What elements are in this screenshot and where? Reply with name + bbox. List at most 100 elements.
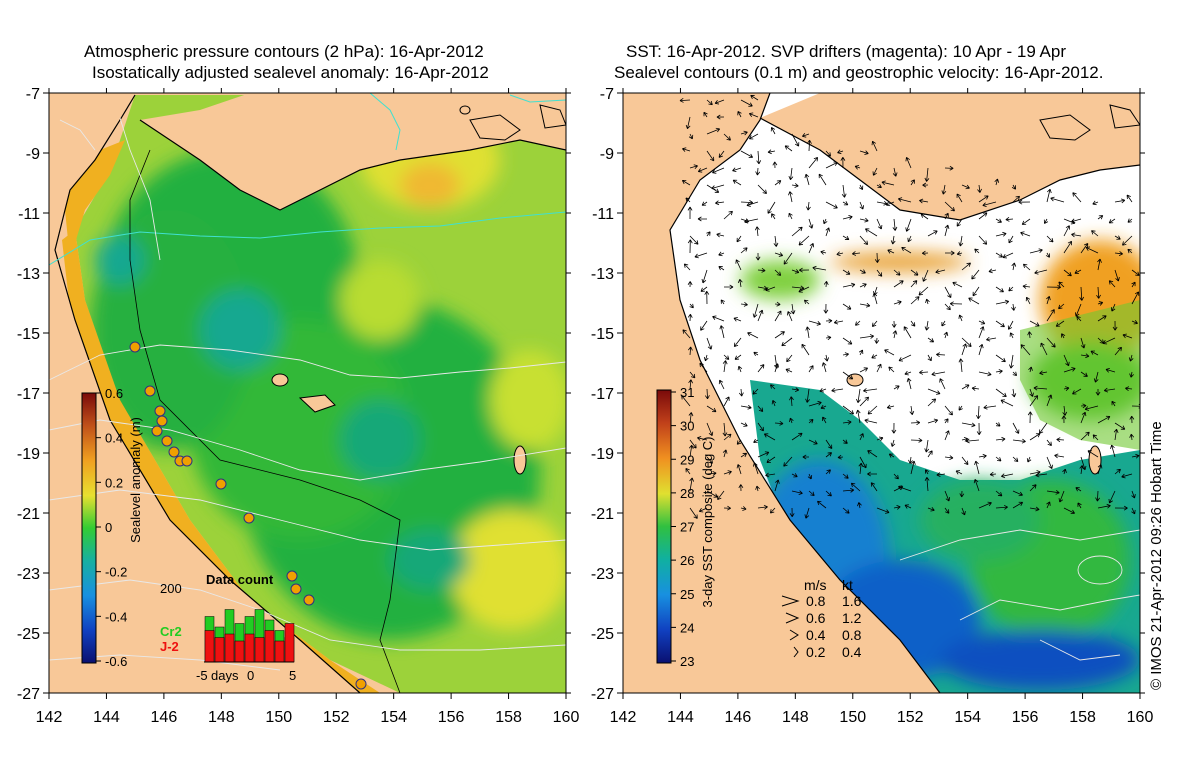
velocity-arrow — [1131, 281, 1136, 288]
velocity-arrow — [757, 422, 764, 432]
y-tick-label: -7 — [600, 86, 614, 103]
velocity-arrow — [685, 116, 691, 130]
velocity-arrow — [747, 331, 759, 339]
velocity-arrow — [808, 490, 815, 497]
histogram-bar-j2 — [264, 630, 275, 663]
velocity-arrow — [767, 201, 776, 214]
velocity-arrow — [821, 362, 827, 373]
velocity-arrow — [864, 418, 878, 424]
velocity-arrow — [944, 201, 955, 212]
velocity-arrow — [706, 231, 711, 237]
velocity-arrow — [995, 320, 1005, 328]
velocity-arrow — [1045, 252, 1050, 258]
velocity-arrow — [927, 398, 937, 407]
velocity-arrow — [1022, 284, 1031, 289]
velocity-arrow — [744, 218, 759, 224]
velocity-arrow — [1020, 344, 1031, 356]
velocity-arrow — [771, 213, 776, 220]
velocity-arrow — [706, 456, 713, 464]
x-tick-label: 144 — [93, 709, 120, 726]
velocity-arrow — [689, 371, 696, 379]
velocity-arrow — [1087, 450, 1099, 458]
x-tick-label: 154 — [954, 709, 981, 726]
x-tick-label: 158 — [495, 709, 522, 726]
data-count-xlabel-0: 0 — [247, 668, 254, 683]
y-tick-label: -23 — [591, 566, 614, 583]
velocity-arrow — [910, 437, 923, 443]
velocity-arrow — [905, 156, 912, 169]
velocity-arrow — [791, 432, 803, 441]
left-title-line2: Isostatically adjusted sealevel anomaly:… — [92, 63, 489, 82]
velocity-arrow — [1012, 371, 1018, 377]
velocity-arrow — [689, 477, 695, 492]
velocity-arrow — [978, 501, 992, 509]
velocity-arrow — [1046, 456, 1053, 470]
velocity-arrow — [801, 343, 810, 356]
velocity-arrow — [859, 201, 864, 210]
velocity-arrow — [740, 150, 754, 158]
velocity-arrow — [842, 269, 851, 275]
velocity-arrow — [1012, 438, 1026, 444]
y-tick-label: -17 — [591, 386, 614, 403]
histogram-bar-j2 — [244, 633, 255, 663]
velocity-arrow — [689, 235, 699, 245]
velocity-legend-arrow — [793, 646, 799, 658]
histogram-bar-j2 — [274, 640, 285, 663]
velocity-arrow — [774, 310, 782, 322]
velocity-arrow — [790, 303, 796, 315]
velocity-arrow — [1097, 215, 1104, 220]
velocity-arrow — [982, 201, 997, 208]
y-tick-label: -19 — [17, 446, 40, 463]
data-count-xlabel-5: 5 — [289, 668, 296, 683]
velocity-arrow — [922, 269, 929, 282]
velocity-arrow — [936, 472, 946, 478]
velocity-arrow — [961, 456, 969, 466]
velocity-arrow — [1046, 337, 1056, 348]
right-sealevel-contours — [899, 529, 1140, 661]
velocity-arrow — [949, 301, 963, 307]
left-tide-gauges — [129, 341, 367, 690]
velocity-arrow — [757, 451, 770, 458]
velocity-arrow — [687, 281, 693, 288]
velocity-arrow — [771, 400, 777, 407]
velocity-arrow — [1114, 505, 1128, 511]
velocity-arrow — [1129, 433, 1135, 441]
velocity-arrow — [1008, 235, 1014, 244]
velocity-arrow — [1029, 320, 1040, 327]
velocity-arrow — [687, 313, 693, 322]
velocity-arrow — [1072, 192, 1082, 203]
velocity-arrow — [961, 422, 976, 428]
velocity-arrow — [885, 201, 895, 207]
velocity-arrow — [723, 433, 732, 441]
velocity-arrow — [1122, 333, 1133, 339]
velocity-arrow — [798, 267, 810, 273]
velocity-arrow — [876, 218, 883, 230]
velocity-arrow — [723, 354, 730, 360]
velocity-arrow — [788, 191, 793, 203]
velocity-arrow — [1020, 231, 1031, 237]
velocity-arrow — [924, 477, 930, 492]
velocity-arrow — [983, 404, 997, 410]
velocity-arrow — [770, 127, 776, 135]
left-colorbar — [81, 392, 97, 664]
velocity-arrow — [808, 242, 815, 254]
velocity-arrow — [850, 482, 861, 492]
velocity-arrow — [740, 506, 747, 511]
velocity-arrow — [842, 473, 849, 479]
colorbar-tick-label: 0.6 — [105, 386, 123, 401]
velocity-arrow — [995, 299, 1010, 305]
velocity-arrow — [805, 388, 810, 403]
velocity-arrow — [808, 400, 822, 407]
velocity-arrow — [723, 133, 731, 141]
velocity-arrow — [757, 309, 764, 322]
data-count-xlabel-neg5: -5 — [196, 668, 208, 683]
right-title-line2: Sealevel contours (0.1 m) and geostrophi… — [614, 63, 1104, 82]
velocity-arrow — [807, 139, 812, 152]
velocity-arrow — [910, 296, 920, 305]
velocity-arrow — [1076, 315, 1082, 322]
velocity-arrow — [1061, 333, 1066, 339]
velocity-arrow — [1011, 262, 1017, 271]
velocity-arrow — [944, 418, 949, 424]
velocity-arrow — [1046, 309, 1055, 322]
